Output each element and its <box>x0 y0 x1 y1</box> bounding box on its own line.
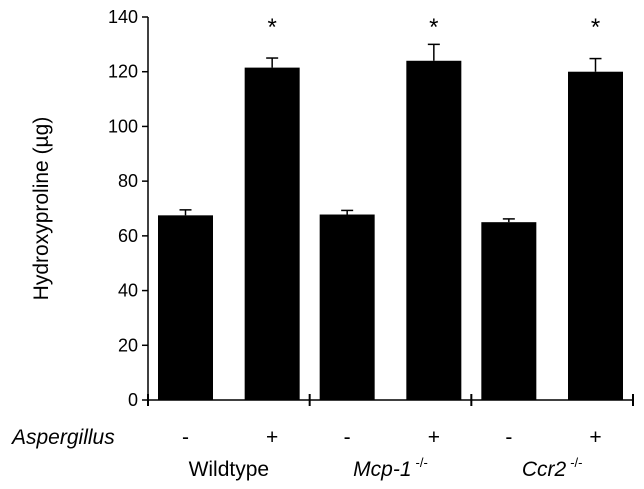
aspergillus-sign-label: - <box>182 426 189 449</box>
aspergillus-sign-label: + <box>589 426 601 449</box>
aspergillus-row-label: Aspergillus <box>10 426 115 449</box>
aspergillus-sign-label: - <box>505 426 512 449</box>
y-tick-label: 120 <box>108 62 138 82</box>
bar <box>568 71 623 400</box>
y-axis-label: Hydroxyproline (µg) <box>30 117 53 301</box>
bar <box>158 215 213 400</box>
bar <box>481 222 537 400</box>
y-tick-label: 20 <box>118 335 138 355</box>
aspergillus-sign-label: + <box>428 426 440 449</box>
y-tick-label: 40 <box>118 281 138 301</box>
y-tick-label: 80 <box>118 171 138 191</box>
y-tick-label: 140 <box>108 7 138 27</box>
y-tick-label: 60 <box>118 226 138 246</box>
bar <box>244 67 300 400</box>
group-label: Ccr2 -/- <box>522 455 583 481</box>
bar <box>319 214 375 400</box>
group-label: Wildtype <box>189 458 270 481</box>
group-label: Mcp-1 -/- <box>353 455 428 481</box>
aspergillus-sign-label: + <box>266 426 278 449</box>
significance-marker: * <box>429 14 438 41</box>
y-tick-label: 100 <box>108 116 138 136</box>
bar <box>406 60 462 401</box>
aspergillus-sign-label: - <box>344 426 351 449</box>
significance-marker: * <box>267 14 276 41</box>
significance-marker: * <box>591 14 600 41</box>
y-tick-label: 0 <box>128 390 138 410</box>
